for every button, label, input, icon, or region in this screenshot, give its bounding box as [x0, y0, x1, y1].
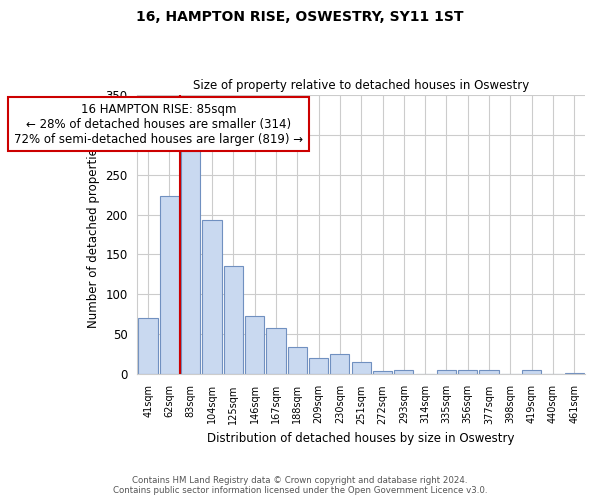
- X-axis label: Distribution of detached houses by size in Oswestry: Distribution of detached houses by size …: [208, 432, 515, 445]
- Bar: [437, 370, 456, 374]
- Bar: [224, 266, 243, 374]
- Text: Contains HM Land Registry data © Crown copyright and database right 2024.
Contai: Contains HM Land Registry data © Crown c…: [113, 476, 487, 495]
- Bar: [266, 328, 286, 374]
- Bar: [139, 318, 158, 374]
- Bar: [522, 370, 541, 374]
- Bar: [565, 373, 584, 374]
- Y-axis label: Number of detached properties: Number of detached properties: [87, 142, 100, 328]
- Bar: [309, 358, 328, 374]
- Bar: [287, 348, 307, 374]
- Bar: [331, 354, 349, 374]
- Bar: [479, 370, 499, 374]
- Bar: [181, 150, 200, 374]
- Bar: [245, 316, 264, 374]
- Bar: [394, 370, 413, 374]
- Text: 16 HAMPTON RISE: 85sqm
← 28% of detached houses are smaller (314)
72% of semi-de: 16 HAMPTON RISE: 85sqm ← 28% of detached…: [14, 102, 303, 146]
- Text: 16, HAMPTON RISE, OSWESTRY, SY11 1ST: 16, HAMPTON RISE, OSWESTRY, SY11 1ST: [136, 10, 464, 24]
- Bar: [373, 371, 392, 374]
- Bar: [160, 196, 179, 374]
- Title: Size of property relative to detached houses in Oswestry: Size of property relative to detached ho…: [193, 79, 529, 92]
- Bar: [202, 220, 221, 374]
- Bar: [458, 370, 478, 374]
- Bar: [352, 362, 371, 374]
